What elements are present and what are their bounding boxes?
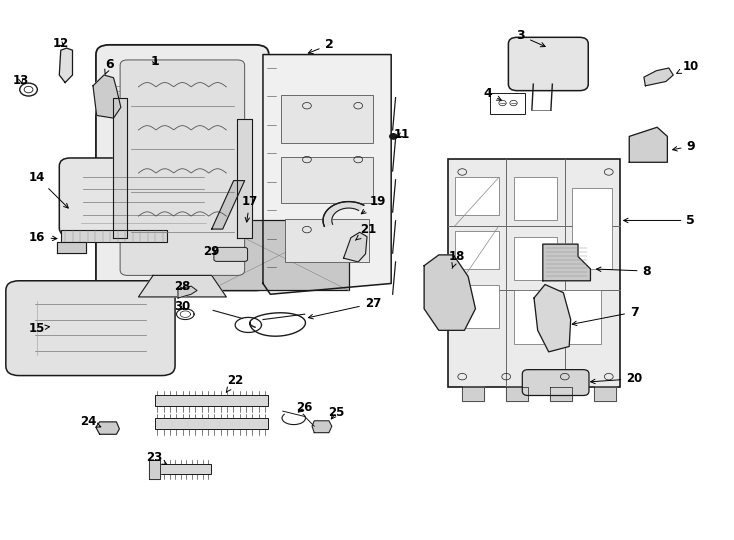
Bar xyxy=(455,231,499,269)
Bar xyxy=(455,285,499,328)
Text: 6: 6 xyxy=(105,58,114,74)
Polygon shape xyxy=(263,55,391,294)
Bar xyxy=(281,157,373,202)
Polygon shape xyxy=(57,242,87,253)
Bar xyxy=(156,464,211,474)
Polygon shape xyxy=(534,285,570,352)
Text: 3: 3 xyxy=(517,29,545,47)
Polygon shape xyxy=(550,387,572,401)
Polygon shape xyxy=(629,127,667,163)
FancyBboxPatch shape xyxy=(509,37,588,91)
Text: 28: 28 xyxy=(174,280,191,293)
Bar xyxy=(514,237,558,280)
Text: 10: 10 xyxy=(677,60,699,73)
Polygon shape xyxy=(506,387,528,401)
Polygon shape xyxy=(543,244,590,281)
Text: 19: 19 xyxy=(361,194,386,214)
FancyBboxPatch shape xyxy=(96,45,269,291)
Bar xyxy=(490,93,526,114)
Text: 11: 11 xyxy=(394,128,410,141)
FancyBboxPatch shape xyxy=(523,370,589,395)
Text: 2: 2 xyxy=(308,38,333,53)
Polygon shape xyxy=(113,98,128,238)
Bar xyxy=(514,291,601,345)
Bar xyxy=(155,418,268,429)
Polygon shape xyxy=(644,68,673,86)
Polygon shape xyxy=(424,255,476,330)
Text: 26: 26 xyxy=(297,401,313,414)
Text: 9: 9 xyxy=(672,140,695,153)
Text: 17: 17 xyxy=(241,194,258,222)
Bar xyxy=(285,219,369,262)
Polygon shape xyxy=(312,421,332,433)
Text: 22: 22 xyxy=(226,374,243,392)
Text: 25: 25 xyxy=(328,406,344,419)
Bar xyxy=(455,177,499,215)
Text: 12: 12 xyxy=(53,37,69,50)
Bar xyxy=(448,159,619,387)
Bar xyxy=(281,95,373,144)
Text: 1: 1 xyxy=(150,55,159,68)
Polygon shape xyxy=(149,460,161,479)
FancyBboxPatch shape xyxy=(6,281,175,375)
Polygon shape xyxy=(93,75,121,118)
Polygon shape xyxy=(59,48,73,83)
Bar xyxy=(209,220,349,291)
Polygon shape xyxy=(96,422,120,434)
Polygon shape xyxy=(211,180,244,229)
Circle shape xyxy=(390,134,397,139)
Polygon shape xyxy=(344,232,367,262)
Bar xyxy=(61,230,167,242)
Text: 27: 27 xyxy=(308,297,381,319)
Polygon shape xyxy=(323,201,364,226)
Text: 24: 24 xyxy=(81,415,101,428)
Text: 20: 20 xyxy=(591,372,642,386)
Text: 29: 29 xyxy=(203,245,220,258)
Polygon shape xyxy=(178,286,197,298)
FancyBboxPatch shape xyxy=(59,158,228,236)
Bar xyxy=(514,177,558,220)
Polygon shape xyxy=(594,387,616,401)
Text: 5: 5 xyxy=(624,214,695,227)
Text: 18: 18 xyxy=(448,250,465,268)
Polygon shape xyxy=(139,275,226,297)
FancyBboxPatch shape xyxy=(120,60,244,275)
Text: 14: 14 xyxy=(29,171,68,208)
Polygon shape xyxy=(237,119,252,238)
Text: 15: 15 xyxy=(29,322,49,335)
Text: 16: 16 xyxy=(29,231,57,244)
Bar xyxy=(155,395,268,406)
Bar xyxy=(204,229,333,282)
Text: 4: 4 xyxy=(484,87,501,100)
Bar xyxy=(572,188,612,269)
Text: 8: 8 xyxy=(597,265,651,278)
Text: 23: 23 xyxy=(146,451,167,464)
Text: 13: 13 xyxy=(13,74,29,87)
Text: 21: 21 xyxy=(355,223,377,240)
Text: 7: 7 xyxy=(573,306,639,326)
FancyBboxPatch shape xyxy=(214,247,247,261)
Polygon shape xyxy=(462,387,484,401)
Text: 30: 30 xyxy=(174,300,191,313)
